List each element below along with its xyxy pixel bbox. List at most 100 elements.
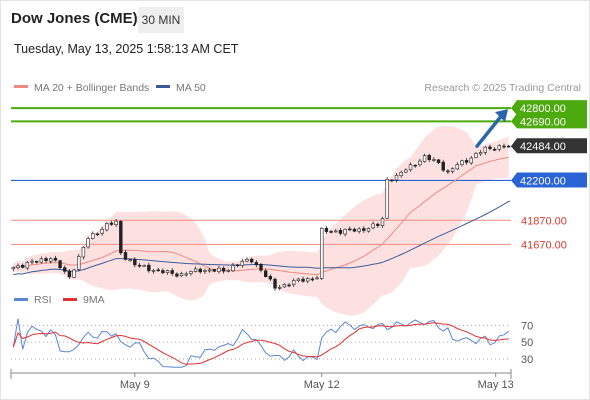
price-tag: [511, 100, 587, 116]
candle-body: [268, 275, 273, 280]
candle-body: [310, 278, 315, 281]
candle-body: [114, 220, 118, 225]
candle-body: [100, 229, 104, 234]
candle-body: [348, 228, 352, 231]
candle-body: [16, 265, 20, 268]
candle-body: [240, 261, 245, 266]
bollinger-band: [13, 125, 509, 316]
candle-body: [296, 278, 301, 281]
x-tick-label: May 12: [304, 379, 340, 391]
candle-body: [175, 273, 179, 277]
candle-body: [58, 260, 62, 269]
candle-body: [119, 221, 123, 254]
candle-body: [441, 161, 445, 171]
forecast-arrow: [475, 113, 504, 148]
price-tag: [511, 113, 587, 129]
candle-body: [147, 264, 151, 272]
candle-body: [217, 267, 221, 272]
price-tag-label: 42800.00: [520, 103, 566, 115]
timeframe-badge[interactable]: 30 MIN: [138, 7, 184, 33]
credit-text: Research © 2025 Trading Central: [424, 82, 581, 94]
candle-body: [282, 284, 287, 288]
candle-body: [81, 246, 86, 258]
candle-body: [306, 278, 310, 282]
candle-body: [179, 273, 184, 276]
candle-body: [226, 269, 230, 272]
candle-body: [492, 148, 497, 151]
symbol-title: Dow Jones (CME): [11, 10, 138, 27]
candle-body: [34, 261, 39, 263]
price-tag-label: 42690.00: [520, 116, 566, 128]
candle-body: [161, 270, 165, 274]
rsi-tick-label: 50: [521, 337, 533, 349]
level-label: 41670.00: [521, 239, 567, 251]
candle-body: [385, 179, 389, 219]
rsi-tick-label: 70: [521, 320, 533, 332]
candle-body: [49, 258, 53, 262]
candle-body: [446, 170, 450, 173]
rsi-tick-label: 30: [521, 354, 533, 366]
candle-body: [193, 268, 198, 272]
candle-body: [404, 169, 408, 173]
candle-body: [315, 277, 319, 280]
candle-body: [20, 264, 25, 268]
candle-body: [249, 258, 254, 263]
candle-body: [352, 228, 357, 232]
candle-body: [263, 270, 268, 277]
price-tag: [511, 138, 587, 154]
rsi-ma-swatch: [63, 298, 77, 301]
ma20-legend-label: MA 20 + Bollinger Bands: [34, 82, 149, 94]
candle-body: [450, 168, 455, 172]
candle-body: [464, 160, 469, 163]
candle-body: [301, 278, 305, 282]
candle-body: [128, 259, 132, 262]
candle-body: [44, 258, 48, 262]
candle-body: [380, 218, 385, 226]
candle-body: [53, 257, 58, 261]
candle-body: [460, 160, 464, 165]
candle-body: [399, 172, 403, 177]
candle-body: [221, 267, 226, 272]
candle-body: [137, 264, 142, 267]
candle-body: [338, 230, 343, 234]
candle-body: [254, 262, 259, 266]
candle-body: [156, 269, 160, 272]
candle-body: [408, 164, 413, 171]
candle-body: [165, 270, 170, 273]
candle-body: [142, 265, 146, 267]
candle-body: [292, 280, 296, 285]
rsi-ma-line: [12, 322, 509, 365]
candle-body: [63, 267, 67, 272]
candle-body: [86, 238, 90, 248]
candle-body: [30, 260, 34, 263]
candle-body: [273, 278, 277, 289]
candle-body: [497, 145, 502, 150]
candle-body: [329, 231, 333, 233]
price-tag-label: 42200.00: [520, 175, 566, 187]
candle-body: [474, 153, 478, 158]
candle-body: [506, 145, 511, 148]
candle-body: [376, 223, 380, 226]
level-label: 41870.00: [521, 215, 567, 227]
price-tag-label: 42484.00: [520, 141, 566, 153]
x-tick-label: May 13: [478, 379, 514, 391]
candle-body: [133, 258, 137, 266]
candle-body: [259, 263, 263, 271]
candle-body: [11, 267, 16, 270]
candle-body: [198, 268, 202, 273]
candle-body: [413, 164, 417, 167]
candle-body: [483, 146, 488, 153]
candle-body: [357, 228, 361, 232]
candle-body: [287, 284, 291, 287]
forecast-arrowhead: [495, 109, 508, 123]
candle-body: [455, 164, 459, 170]
candle-body: [189, 271, 193, 274]
candle-body: [91, 233, 95, 239]
candle-body: [277, 287, 282, 289]
candle-body: [502, 145, 506, 148]
rsi-swatch: [14, 298, 28, 301]
candle-body: [469, 157, 473, 164]
candle-body: [25, 262, 30, 269]
candle-body: [478, 152, 483, 155]
